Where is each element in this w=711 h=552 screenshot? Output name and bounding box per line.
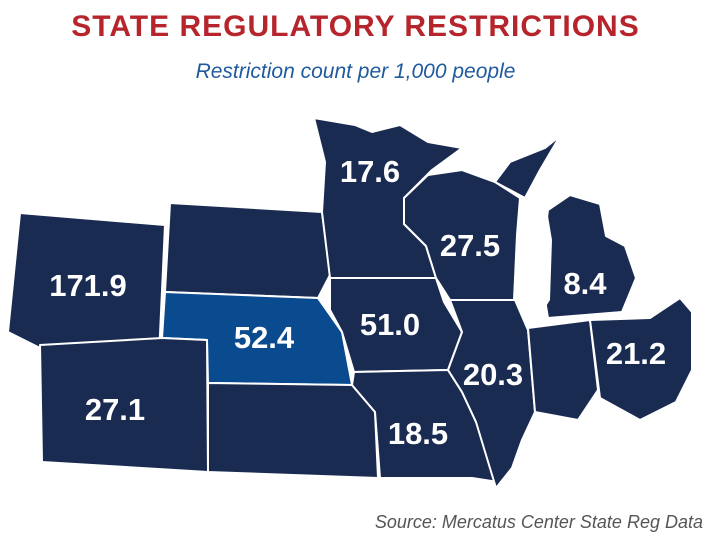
value-label-colorado: 27.1 bbox=[85, 392, 145, 427]
value-label-michigan: 8.4 bbox=[563, 266, 607, 301]
source-note: Source: Mercatus Center State Reg Data bbox=[374, 512, 703, 532]
state-indiana bbox=[527, 319, 599, 421]
value-label-wyoming: 171.9 bbox=[49, 268, 127, 303]
map-title: STATE REGULATORY RESTRICTIONS bbox=[71, 10, 640, 43]
value-label-iowa: 51.0 bbox=[360, 307, 420, 342]
value-label-nebraska: 52.4 bbox=[234, 320, 295, 355]
state-ohio bbox=[589, 297, 693, 421]
value-label-wisconsin: 27.5 bbox=[440, 228, 500, 263]
value-label-minnesota: 17.6 bbox=[340, 154, 400, 189]
value-label-ohio: 21.2 bbox=[606, 336, 666, 371]
state-wisconsin bbox=[403, 169, 521, 301]
state-south-dakota bbox=[164, 202, 331, 299]
value-label-illinois: 20.3 bbox=[463, 357, 523, 392]
value-label-missouri: 18.5 bbox=[388, 416, 448, 451]
lake-michigan bbox=[520, 204, 552, 322]
map-subtitle: Restriction count per 1,000 people bbox=[195, 60, 516, 83]
state-kansas bbox=[207, 382, 379, 479]
state-illinois bbox=[447, 299, 536, 489]
